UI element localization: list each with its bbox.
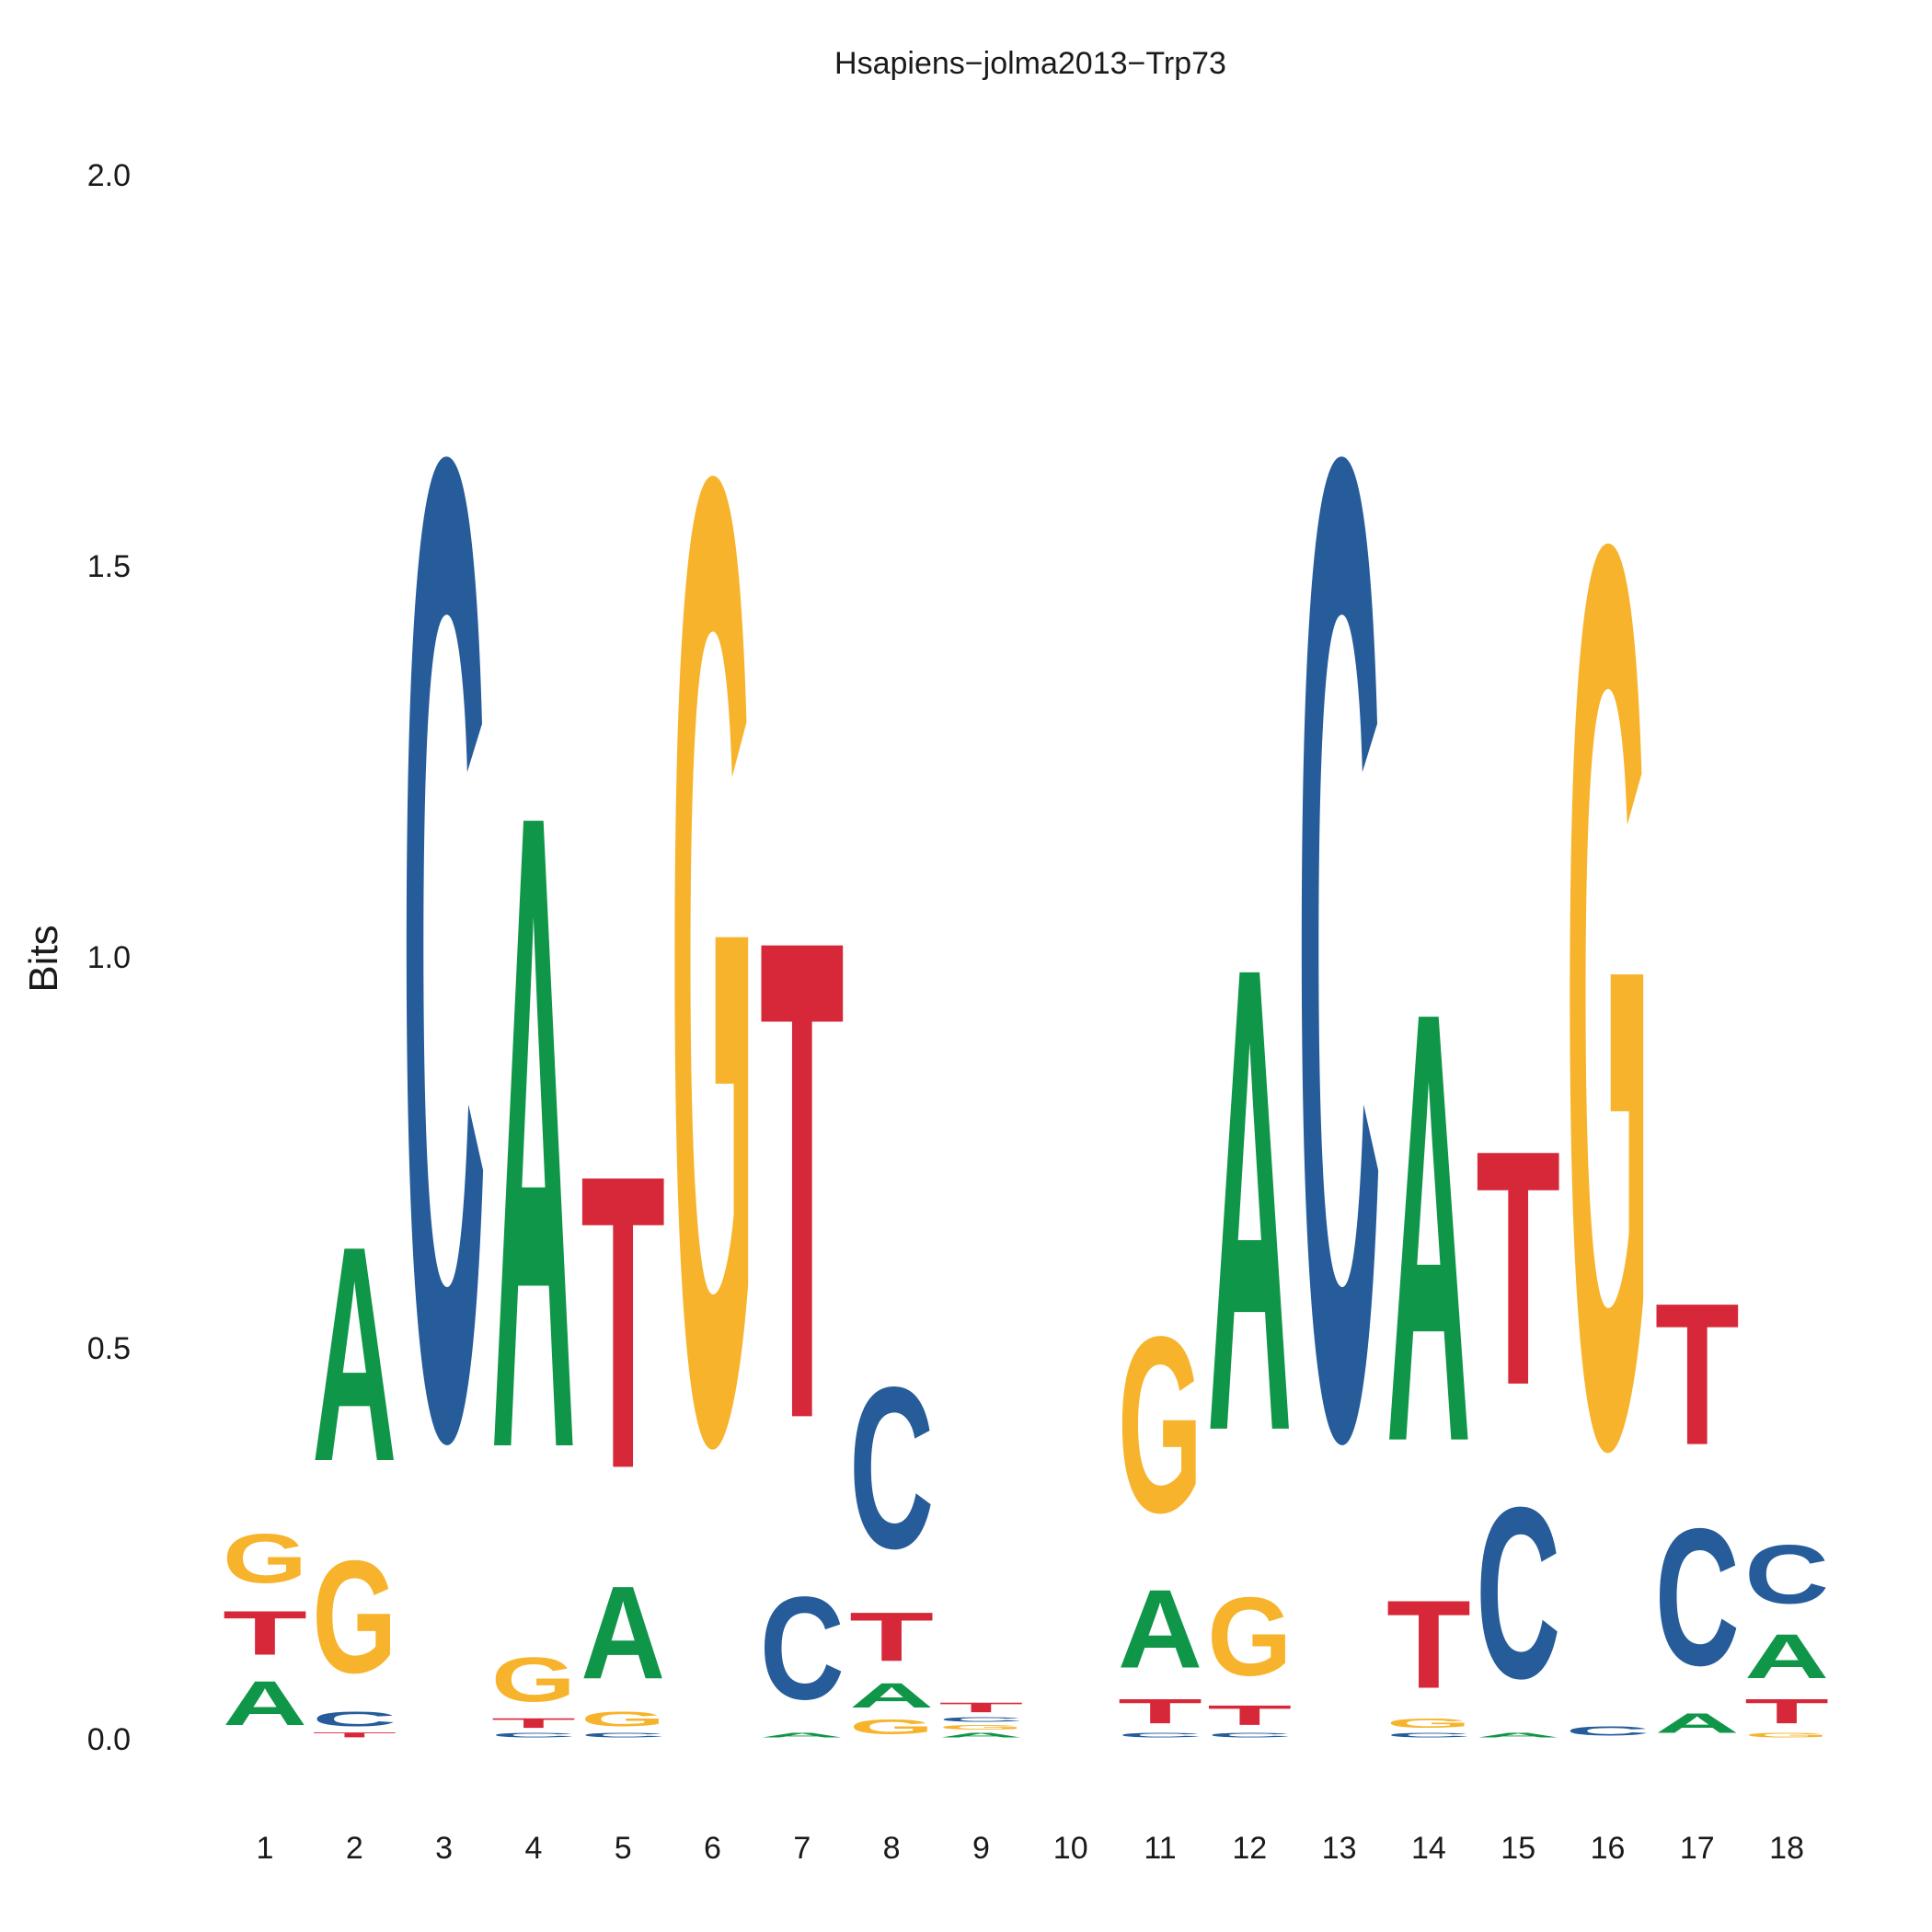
- x-tick-label: 5: [615, 1831, 632, 1866]
- logo-letter-G: G: [1566, 278, 1650, 1713]
- x-tick-label: 18: [1769, 1831, 1804, 1866]
- x-tick-label: 10: [1053, 1831, 1088, 1866]
- logo-letter-T: T: [760, 797, 845, 1562]
- logo-letter-G: G: [1744, 1731, 1829, 1739]
- x-axis-ticks: 1 2 3 4 5 6 7 8 9 10 11 12 13 14 15 16 17 18: [257, 1831, 1804, 1866]
- x-tick-label: 7: [793, 1831, 811, 1866]
- x-tick-label: 11: [1144, 1831, 1176, 1866]
- logo-letter-G: G: [312, 1527, 397, 1708]
- logo-letter-G: G: [671, 191, 755, 1729]
- y-tick-label: 2.0: [87, 158, 131, 193]
- logo-letter-A: A: [1118, 1567, 1202, 1692]
- logo-letter-C: C: [312, 1708, 397, 1731]
- logo-letter-G: G: [223, 1520, 307, 1598]
- y-axis-label: Bits: [21, 925, 66, 992]
- logo-letter-A: A: [1655, 1708, 1740, 1739]
- logo-letter-G: G: [581, 1708, 665, 1731]
- logo-letter-C: C: [491, 1731, 576, 1739]
- y-tick-label: 1.0: [87, 940, 131, 975]
- x-tick-label: 17: [1680, 1831, 1715, 1866]
- logo-letter-A: A: [223, 1668, 307, 1739]
- logo-letter-C: C: [849, 1340, 934, 1597]
- logo-letter-C: C: [1118, 1731, 1202, 1739]
- logo-letter-A: A: [1744, 1621, 1829, 1692]
- x-tick-label: 1: [257, 1831, 274, 1866]
- logo-letter-G: G: [1118, 1283, 1202, 1565]
- logo-letter-C: C: [1655, 1489, 1740, 1708]
- logo-letter-C: C: [760, 1566, 845, 1731]
- logo-letter-C: C: [938, 1716, 1023, 1723]
- logo-letter-A: A: [1207, 828, 1292, 1570]
- logo-letter-G: G: [491, 1646, 576, 1716]
- logo-letter-T: T: [581, 1087, 665, 1556]
- logo-letter-C: C: [1476, 1456, 1560, 1730]
- y-tick-label: 0.0: [87, 1722, 131, 1757]
- y-axis-ticks: 0.0 0.5 1.0 1.5 2.0: [87, 158, 131, 1757]
- logo-letter-A: A: [1386, 883, 1471, 1570]
- logo-letter-T: T: [1476, 1082, 1560, 1455]
- logo-letter-C: C: [1297, 168, 1382, 1728]
- logo-letter-A: A: [938, 1731, 1023, 1739]
- logo-letter-G: G: [1207, 1575, 1292, 1699]
- x-tick-label: 15: [1501, 1831, 1535, 1866]
- logo-letter-A: A: [491, 625, 576, 1639]
- x-tick-label: 9: [972, 1831, 990, 1866]
- y-tick-label: 1.5: [87, 549, 131, 584]
- logo-letter-G: G: [938, 1723, 1023, 1731]
- logo-letter-A: A: [1476, 1731, 1560, 1739]
- x-tick-label: 8: [883, 1831, 901, 1866]
- logo-letter-T: T: [849, 1598, 934, 1676]
- x-tick-label: 6: [704, 1831, 721, 1866]
- logo-letter-G: G: [1386, 1715, 1471, 1731]
- x-tick-label: 3: [435, 1831, 453, 1866]
- logo-letter-T: T: [1118, 1692, 1202, 1731]
- logo-letter-C: C: [1207, 1731, 1292, 1739]
- x-tick-label: 4: [524, 1831, 542, 1866]
- logo-letter-T: T: [223, 1598, 307, 1669]
- logo-letter-G: G: [849, 1716, 934, 1739]
- x-tick-label: 14: [1411, 1831, 1446, 1866]
- logo-letter-A: A: [581, 1558, 665, 1707]
- logo-letter-A: A: [849, 1676, 934, 1715]
- logo-letter-C: C: [1744, 1528, 1829, 1621]
- y-tick-label: 0.5: [87, 1331, 131, 1366]
- x-tick-label: 12: [1232, 1831, 1267, 1866]
- logo-letter-T: T: [491, 1715, 576, 1731]
- x-tick-label: 16: [1591, 1831, 1626, 1866]
- logo-letter-T: T: [938, 1699, 1023, 1715]
- logo-letter-C: C: [1566, 1723, 1650, 1739]
- logo-letter-A: A: [760, 1731, 845, 1739]
- logo-letter-T: T: [1655, 1260, 1740, 1487]
- x-tick-label: 2: [346, 1831, 363, 1866]
- logo-letter-T: T: [1386, 1575, 1471, 1715]
- logo-letter-A: A: [312, 1181, 397, 1525]
- logo-letter-C: C: [1386, 1731, 1471, 1739]
- logo-letter-C: C: [581, 1731, 665, 1739]
- chart-title: Hsapiens−jolma2013−Trp73: [834, 46, 1226, 81]
- logo-letter-T: T: [1744, 1692, 1829, 1731]
- logo-letter-T: T: [312, 1731, 397, 1739]
- x-tick-label: 13: [1322, 1831, 1357, 1866]
- logo-letter-T: T: [1207, 1700, 1292, 1731]
- logo-letter-C: C: [402, 168, 487, 1728]
